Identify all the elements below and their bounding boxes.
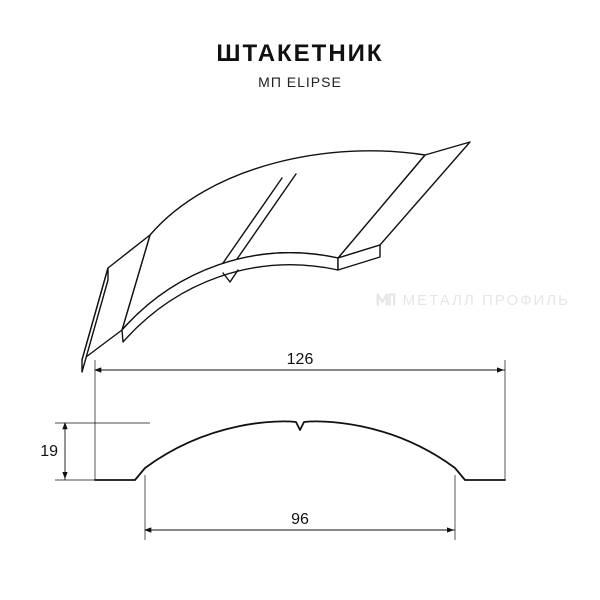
dimension-width-inner: 96 bbox=[145, 475, 455, 540]
product-subtitle: МП ELIPSE bbox=[0, 74, 600, 90]
header: ШТАКЕТНИК МП ELIPSE bbox=[0, 40, 600, 90]
dimension-height-value: 19 bbox=[40, 443, 58, 460]
dimension-width-inner-value: 96 bbox=[291, 511, 309, 528]
dimension-width-total-value: 126 bbox=[287, 351, 314, 368]
product-title: ШТАКЕТНИК bbox=[0, 40, 600, 68]
profile-cross-section bbox=[95, 421, 505, 480]
section-drawing: 126 19 96 bbox=[0, 350, 600, 600]
